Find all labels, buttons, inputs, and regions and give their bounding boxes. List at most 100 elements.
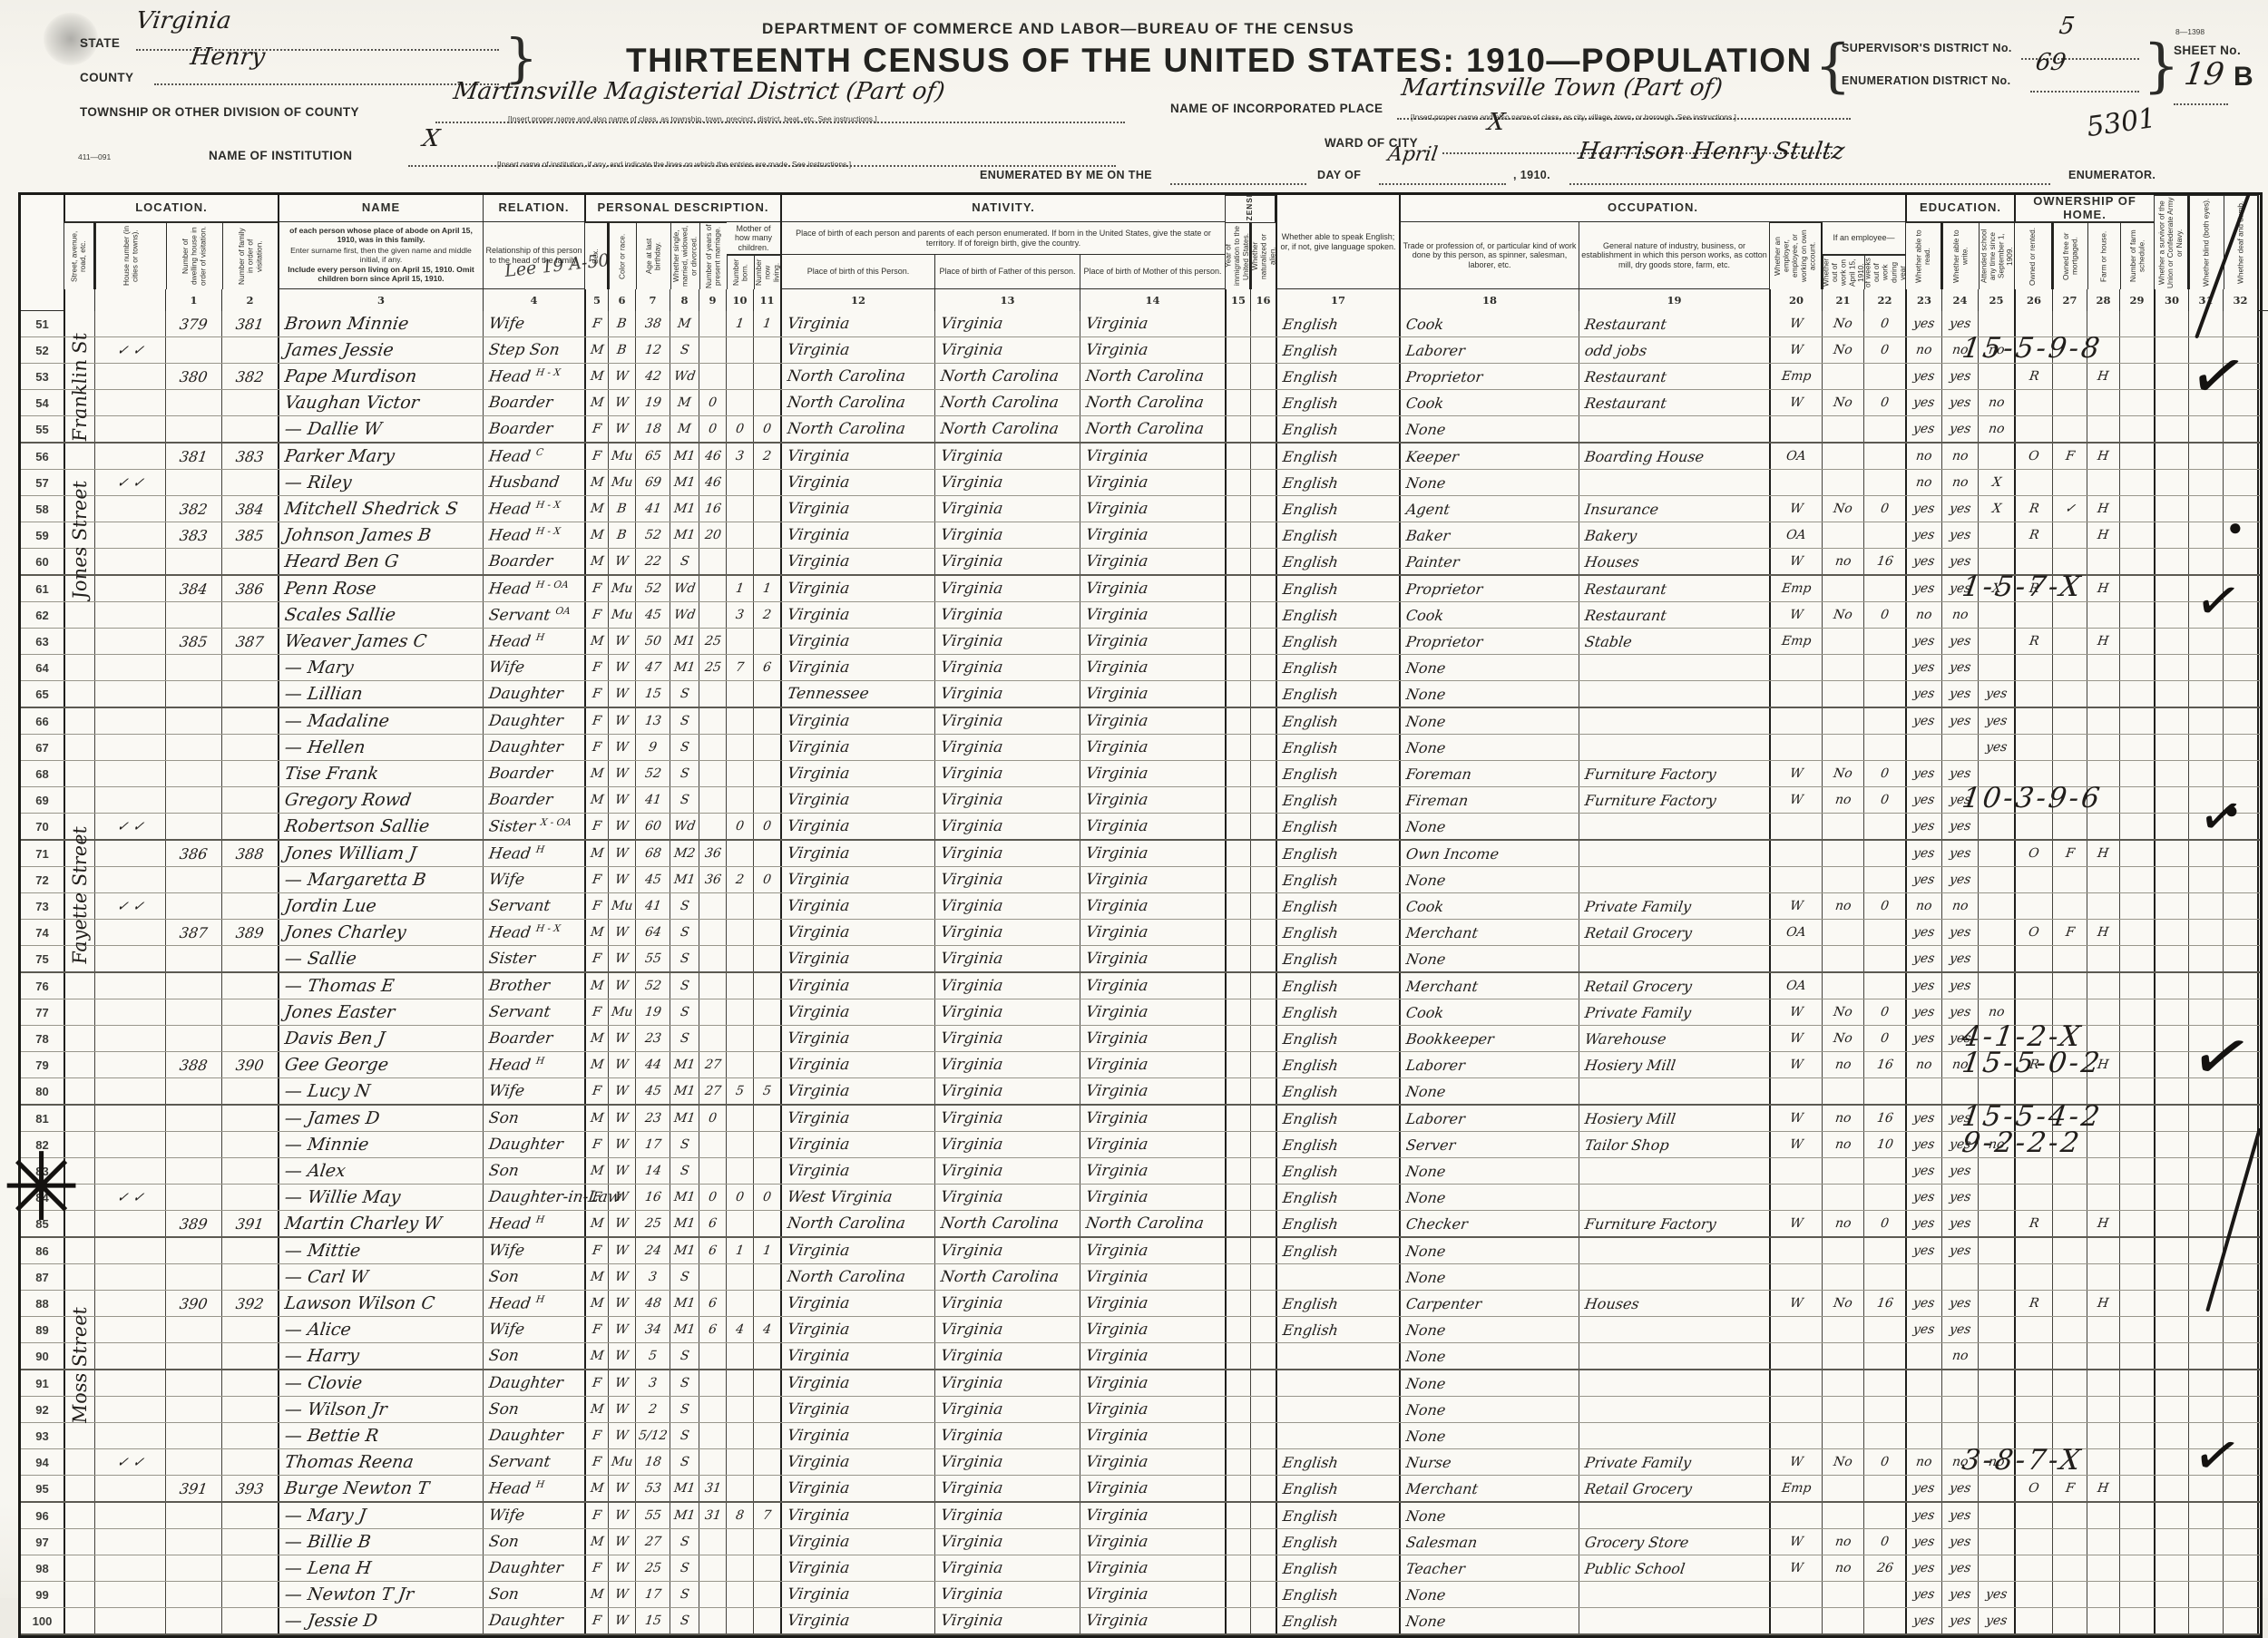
cell-c28: [2087, 1026, 2120, 1051]
cell-c19: Hosiery Mill: [1579, 1052, 1770, 1077]
cell-c18: None: [1399, 681, 1579, 707]
cell-c29: [2120, 1555, 2155, 1581]
cell-house: [95, 1582, 166, 1607]
cell-c30: [2154, 946, 2189, 971]
row-number: 82: [21, 1132, 64, 1157]
cell-c15: [1225, 1238, 1251, 1263]
cell-c2: [222, 1370, 279, 1396]
cell-c18: Keeper: [1399, 444, 1579, 469]
cell-c5: M: [584, 1291, 609, 1316]
cell-house: ✓ ✓: [95, 1185, 166, 1210]
cell-c21: [1823, 444, 1864, 469]
cell-c27: [2053, 1185, 2087, 1210]
cell-c30: [2154, 841, 2189, 866]
page-header: DEPARTMENT OF COMMERCE AND LABOR—BUREAU …: [0, 0, 2268, 192]
cell-c16: [1251, 1132, 1276, 1157]
cell-c8: S: [670, 735, 699, 760]
cell-c26: R: [2014, 364, 2053, 389]
cell-c27: [2053, 1582, 2087, 1607]
row-number: 100: [2257, 1608, 2268, 1633]
cell-house: [95, 1370, 166, 1396]
col-header-c9: Number of years of present marriage.: [699, 222, 727, 289]
cell-c18: Merchant: [1399, 920, 1579, 945]
cell-c30: [2154, 1238, 2189, 1263]
state-line: [136, 36, 499, 51]
cell-c26: O: [2014, 444, 2053, 469]
cell-name: — Bettie R: [278, 1423, 484, 1448]
cell-c32: [2224, 841, 2258, 866]
cell-c15: [1225, 1078, 1251, 1104]
cell-c23: yes: [1905, 708, 1942, 734]
supervisor-line: [2021, 45, 2139, 60]
row-number: 80: [2257, 1078, 2268, 1104]
cell-c2: [222, 1343, 279, 1369]
cell-c21: [1823, 1078, 1864, 1104]
cell-c2: [222, 1529, 279, 1555]
cell-c10: [727, 920, 754, 945]
col-number-c24: 24: [1942, 289, 1979, 311]
cell-c2: 388: [222, 841, 279, 866]
cell-name: Jordin Lue: [278, 893, 484, 919]
col-number-c16: 16: [1251, 289, 1276, 311]
cell-c13: North Carolina: [935, 364, 1080, 389]
cell-c27: F: [2053, 841, 2087, 866]
cell-c29: [2120, 681, 2155, 707]
group-ownership: OWNERSHIP OF HOME.: [2014, 195, 2155, 222]
department-line: DEPARTMENT OF COMMERCE AND LABOR—BUREAU …: [762, 20, 1354, 37]
cell-rel: Son: [484, 1106, 585, 1131]
cell-c12: Virginia: [780, 576, 935, 601]
cell-c14: Virginia: [1080, 1106, 1226, 1131]
cell-c17: English: [1276, 761, 1400, 786]
cell-c32: [2224, 814, 2258, 839]
cell-c26: [2014, 1582, 2053, 1607]
cell-c24: [1942, 1423, 1979, 1448]
cell-c7: 48: [636, 1291, 670, 1316]
cell-c14: Virginia: [1080, 1529, 1226, 1555]
cell-c25: [1979, 841, 2015, 866]
cell-c25: no: [1979, 1449, 2015, 1475]
cell-c6: W: [609, 973, 636, 999]
cell-c7: 52: [636, 576, 670, 601]
cell-c25: X: [1979, 576, 2015, 601]
cell-house: [95, 1238, 166, 1263]
cell-c5: F: [584, 814, 609, 839]
row-number: 88: [21, 1291, 64, 1316]
cell-c11: [754, 470, 781, 495]
cell-c13: Virginia: [935, 973, 1080, 999]
cell-rel: Boarder: [484, 787, 585, 813]
table-row: 56 381 383 Parker Mary Head C F Mu 65 M1 46 3 2 Virg…: [21, 444, 2268, 470]
cell-c32: [2224, 522, 2258, 548]
cell-c9: [699, 1608, 727, 1633]
cell-c2: 391: [222, 1211, 279, 1236]
cell-c17: [1276, 1264, 1400, 1290]
cell-name: Tise Frank: [278, 761, 484, 786]
cell-c20: W: [1769, 761, 1823, 786]
cell-c20: Emp: [1769, 1476, 1823, 1501]
cell-c29: [2120, 814, 2155, 839]
cell-c21: [1823, 735, 1864, 760]
col-header-street: Street, avenue, road, etc.: [64, 222, 95, 289]
cell-c30: [2154, 1582, 2189, 1607]
col-number-c23: 23: [1905, 289, 1942, 311]
cell-c27: [2053, 761, 2087, 786]
cell-c19: [1579, 1397, 1770, 1422]
supervisor-value: 5: [2057, 13, 2077, 40]
cell-c32: [2224, 761, 2258, 786]
cell-rel: Wife: [484, 655, 585, 680]
cell-street: [64, 496, 95, 522]
cell-c23: yes: [1905, 787, 1942, 813]
cell-c8: M2: [670, 841, 699, 866]
cell-c26: [2014, 893, 2053, 919]
cell-c10: [727, 841, 754, 866]
row-number: 97: [2257, 1529, 2268, 1555]
cell-c13: Virginia: [935, 761, 1080, 786]
cell-c2: [222, 655, 279, 680]
cell-c28: [2087, 708, 2120, 734]
cell-c11: [754, 999, 781, 1025]
cell-c19: Private Family: [1579, 1449, 1770, 1475]
cell-c23: yes: [1905, 522, 1942, 548]
cell-c28: [2087, 787, 2120, 813]
cell-c32: [2224, 1555, 2258, 1581]
cell-c1: 379: [166, 311, 222, 336]
cell-c16: [1251, 1449, 1276, 1475]
